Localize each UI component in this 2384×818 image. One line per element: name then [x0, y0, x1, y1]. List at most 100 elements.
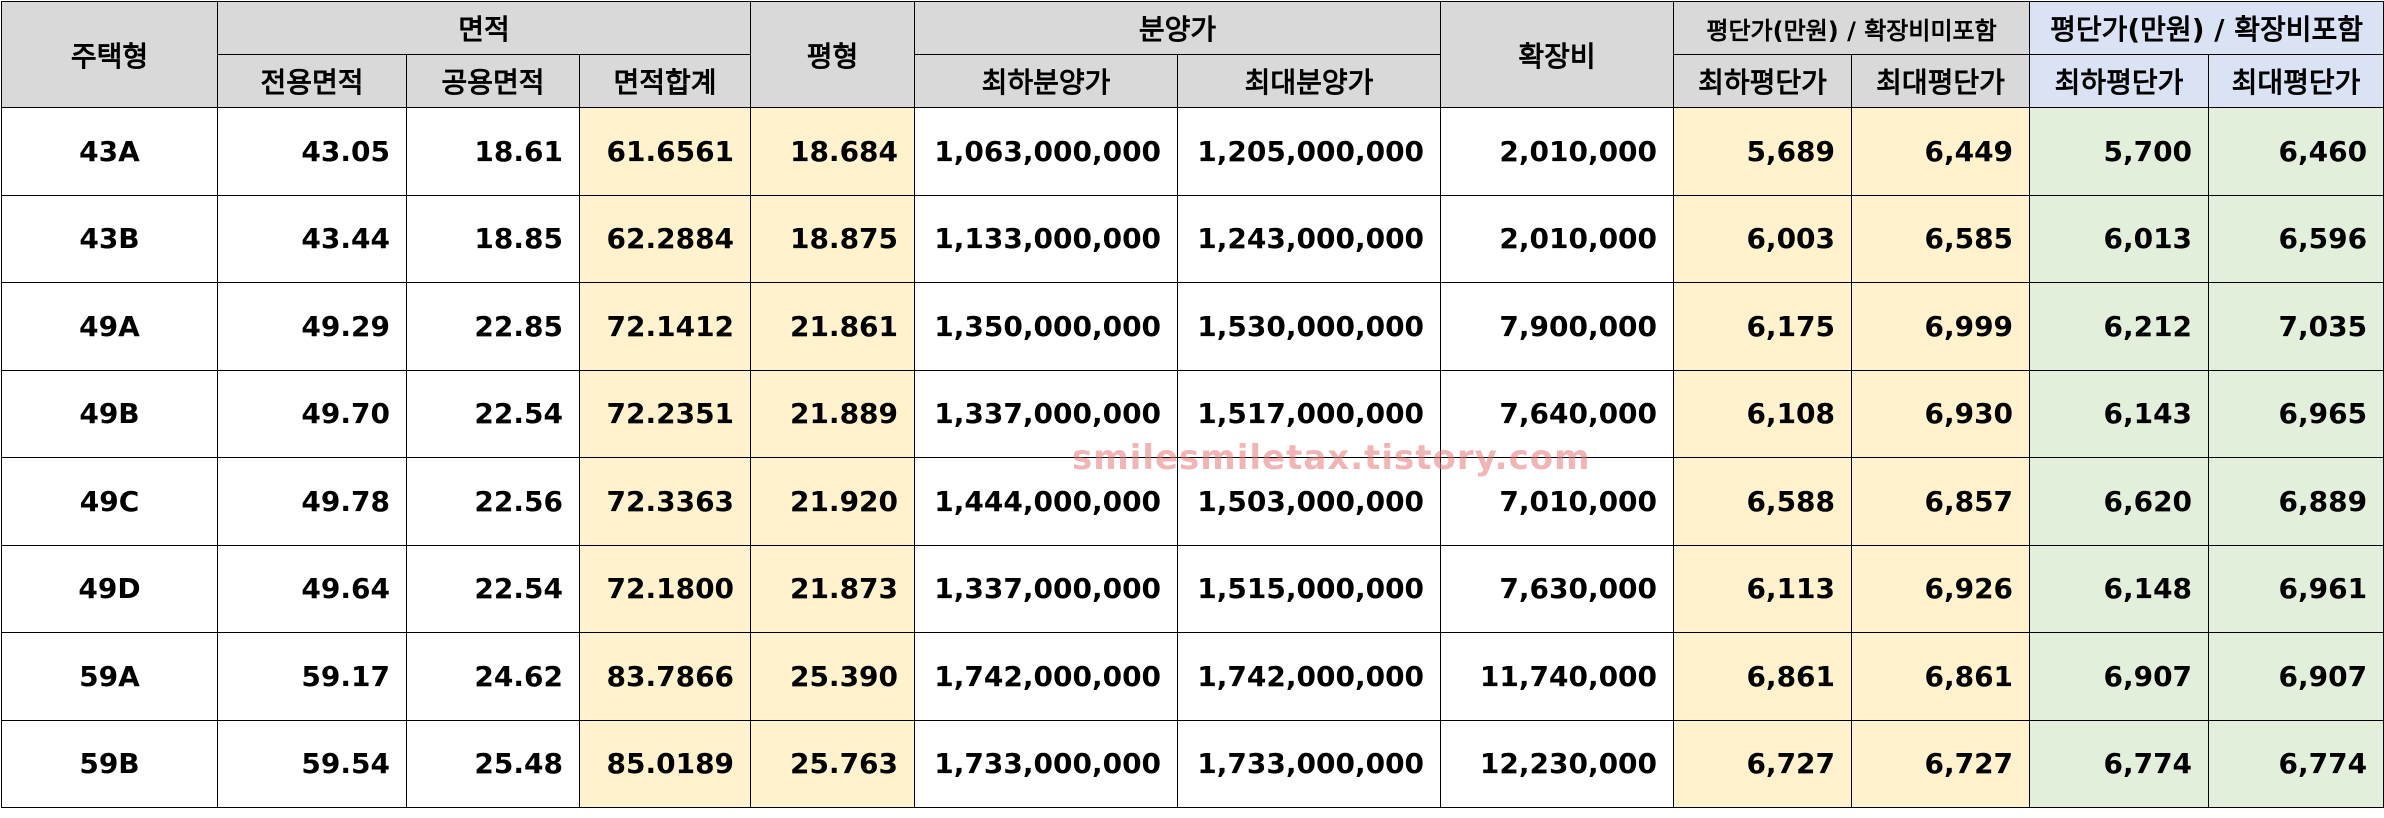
- header-ppp-excl-max: 최대평단가: [1851, 54, 2031, 108]
- cell-common: 24.62: [406, 632, 580, 721]
- cell-excl-max: 6,999: [1851, 282, 2031, 371]
- cell-common: 22.56: [406, 457, 580, 546]
- cell-max-price: 1,515,000,000: [1177, 544, 1442, 633]
- cell-pyeong: 21.920: [750, 457, 916, 546]
- header-area-group: 면적: [216, 1, 752, 55]
- cell-expansion: 7,900,000: [1440, 282, 1675, 371]
- cell-max-price: 1,742,000,000: [1177, 632, 1442, 721]
- cell-excl-min: 6,861: [1673, 632, 1853, 721]
- header-common-area: 공용면적: [406, 54, 580, 108]
- cell-type: 49A: [1, 282, 218, 371]
- cell-incl-min: 6,212: [2029, 282, 2210, 371]
- cell-incl-max: 6,965: [2208, 369, 2384, 458]
- cell-common: 18.61: [406, 107, 580, 196]
- cell-excl-min: 6,588: [1673, 457, 1853, 546]
- cell-excl-max: 6,926: [1851, 544, 2031, 633]
- cell-incl-min: 6,774: [2029, 719, 2210, 808]
- header-type: 주택형: [1, 1, 218, 108]
- cell-max-price: 1,530,000,000: [1177, 282, 1442, 371]
- cell-excl-min: 6,003: [1673, 194, 1853, 283]
- cell-excl-max: 6,449: [1851, 107, 2031, 196]
- table-row: 49B 49.70 22.54 72.2351 21.889 1,337,000…: [1, 369, 2384, 458]
- cell-incl-min: 6,143: [2029, 369, 2210, 458]
- cell-exclusive: 43.44: [217, 194, 407, 283]
- header-exclusive-area: 전용면적: [217, 54, 407, 108]
- cell-max-price: 1,205,000,000: [1177, 107, 1442, 196]
- cell-incl-min: 6,148: [2029, 544, 2210, 633]
- cell-min-price: 1,444,000,000: [914, 457, 1179, 546]
- cell-common: 22.85: [406, 282, 580, 371]
- cell-excl-max: 6,727: [1851, 719, 2031, 808]
- cell-type: 43B: [1, 194, 218, 283]
- header-pyeong: 평형: [750, 1, 916, 108]
- table-header: 주택형 면적 평형 분양가 확장비 평단가(만원) / 확장비미포함 평단가(만…: [1, 1, 2384, 108]
- cell-min-price: 1,063,000,000: [914, 107, 1179, 196]
- cell-incl-min: 6,620: [2029, 457, 2210, 546]
- cell-expansion: 7,010,000: [1440, 457, 1675, 546]
- cell-common: 18.85: [406, 194, 580, 283]
- cell-expansion: 7,640,000: [1440, 369, 1675, 458]
- table-row: 59B 59.54 25.48 85.0189 25.763 1,733,000…: [1, 719, 2384, 808]
- table-row: 49C 49.78 22.56 72.3363 21.920 1,444,000…: [1, 457, 2384, 546]
- cell-incl-max: 7,035: [2208, 282, 2384, 371]
- cell-total: 72.1800: [578, 544, 752, 633]
- cell-type: 43A: [1, 107, 218, 196]
- cell-type: 59B: [1, 719, 218, 808]
- header-price-group: 분양가: [914, 1, 1442, 55]
- cell-pyeong: 21.861: [750, 282, 916, 371]
- header-expansion: 확장비: [1440, 1, 1675, 108]
- cell-excl-min: 6,175: [1673, 282, 1853, 371]
- cell-exclusive: 59.17: [217, 632, 407, 721]
- cell-excl-max: 6,930: [1851, 369, 2031, 458]
- cell-incl-max: 6,774: [2208, 719, 2384, 808]
- cell-max-price: 1,503,000,000: [1177, 457, 1442, 546]
- cell-type: 49B: [1, 369, 218, 458]
- cell-exclusive: 43.05: [217, 107, 407, 196]
- cell-type: 59A: [1, 632, 218, 721]
- table-row: 43B 43.44 18.85 62.2884 18.875 1,133,000…: [1, 194, 2384, 283]
- cell-pyeong: 25.763: [750, 719, 916, 808]
- cell-pyeong: 25.390: [750, 632, 916, 721]
- cell-min-price: 1,742,000,000: [914, 632, 1179, 721]
- cell-exclusive: 49.78: [217, 457, 407, 546]
- cell-pyeong: 21.873: [750, 544, 916, 633]
- cell-exclusive: 49.64: [217, 544, 407, 633]
- cell-excl-min: 6,108: [1673, 369, 1853, 458]
- table-body: 43A 43.05 18.61 61.6561 18.684 1,063,000…: [1, 107, 2384, 808]
- cell-total: 83.7866: [578, 632, 752, 721]
- cell-excl-max: 6,861: [1851, 632, 2031, 721]
- header-max-price: 최대분양가: [1177, 54, 1442, 108]
- header-ppp-excl-group: 평단가(만원) / 확장비미포함: [1673, 1, 2031, 55]
- header-ppp-excl-min: 최하평단가: [1673, 54, 1853, 108]
- cell-incl-max: 6,907: [2208, 632, 2384, 721]
- cell-expansion: 7,630,000: [1440, 544, 1675, 633]
- cell-incl-max: 6,460: [2208, 107, 2384, 196]
- cell-min-price: 1,733,000,000: [914, 719, 1179, 808]
- cell-incl-min: 5,700: [2029, 107, 2210, 196]
- cell-excl-max: 6,585: [1851, 194, 2031, 283]
- table-row: 59A 59.17 24.62 83.7866 25.390 1,742,000…: [1, 632, 2384, 721]
- header-total-area: 면적합계: [578, 54, 752, 108]
- cell-min-price: 1,337,000,000: [914, 544, 1179, 633]
- cell-total: 85.0189: [578, 719, 752, 808]
- header-ppp-incl-min: 최하평단가: [2029, 54, 2210, 108]
- cell-pyeong: 18.684: [750, 107, 916, 196]
- cell-excl-min: 5,689: [1673, 107, 1853, 196]
- cell-exclusive: 59.54: [217, 719, 407, 808]
- cell-common: 22.54: [406, 544, 580, 633]
- cell-exclusive: 49.70: [217, 369, 407, 458]
- cell-min-price: 1,337,000,000: [914, 369, 1179, 458]
- cell-max-price: 1,733,000,000: [1177, 719, 1442, 808]
- cell-common: 22.54: [406, 369, 580, 458]
- cell-max-price: 1,517,000,000: [1177, 369, 1442, 458]
- cell-excl-min: 6,727: [1673, 719, 1853, 808]
- cell-total: 61.6561: [578, 107, 752, 196]
- cell-incl-max: 6,889: [2208, 457, 2384, 546]
- header-min-price: 최하분양가: [914, 54, 1179, 108]
- cell-total: 72.3363: [578, 457, 752, 546]
- cell-max-price: 1,243,000,000: [1177, 194, 1442, 283]
- cell-pyeong: 21.889: [750, 369, 916, 458]
- cell-pyeong: 18.875: [750, 194, 916, 283]
- cell-excl-min: 6,113: [1673, 544, 1853, 633]
